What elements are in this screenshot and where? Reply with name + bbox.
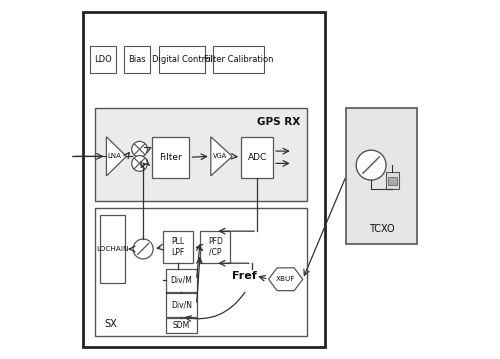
Circle shape bbox=[132, 141, 148, 157]
Polygon shape bbox=[268, 268, 302, 291]
Circle shape bbox=[133, 239, 153, 259]
Bar bbox=[90, 46, 117, 73]
Text: PLL
LPF: PLL LPF bbox=[171, 238, 184, 257]
Bar bbox=[95, 208, 307, 336]
Bar bbox=[152, 137, 190, 178]
Bar bbox=[200, 231, 230, 263]
Text: LDO: LDO bbox=[94, 55, 112, 64]
Text: Digital Control: Digital Control bbox=[152, 55, 212, 64]
Polygon shape bbox=[106, 137, 126, 176]
Text: Div/M: Div/M bbox=[170, 276, 192, 285]
Text: SX: SX bbox=[104, 319, 117, 329]
Bar bbox=[212, 46, 264, 73]
Text: Bias: Bias bbox=[128, 55, 146, 64]
Circle shape bbox=[132, 156, 148, 171]
Text: Fref: Fref bbox=[232, 271, 257, 281]
Bar bbox=[386, 172, 398, 190]
Bar bbox=[124, 46, 150, 73]
Bar bbox=[241, 137, 273, 178]
Text: SDM: SDM bbox=[173, 321, 190, 330]
Text: ADC: ADC bbox=[248, 153, 266, 162]
Polygon shape bbox=[211, 137, 232, 176]
Bar bbox=[388, 177, 397, 185]
Text: LOCHAIN: LOCHAIN bbox=[96, 246, 129, 252]
Bar bbox=[82, 12, 325, 347]
Bar bbox=[166, 294, 196, 317]
Text: GPS RX: GPS RX bbox=[256, 117, 300, 127]
Text: VGA: VGA bbox=[214, 153, 228, 159]
Text: TCXO: TCXO bbox=[369, 224, 394, 234]
Text: Filter Calibration: Filter Calibration bbox=[204, 55, 273, 64]
Bar bbox=[159, 46, 206, 73]
Text: Div/N: Div/N bbox=[171, 300, 192, 309]
Text: Filter: Filter bbox=[160, 153, 182, 162]
Text: PFD
/CP: PFD /CP bbox=[208, 238, 222, 257]
Text: LNA: LNA bbox=[108, 153, 122, 159]
Bar bbox=[95, 108, 307, 201]
Bar bbox=[166, 269, 196, 292]
Bar bbox=[162, 231, 193, 263]
Bar bbox=[346, 108, 418, 244]
Circle shape bbox=[356, 150, 386, 180]
Bar bbox=[100, 215, 126, 283]
Bar bbox=[166, 318, 196, 333]
Text: XBUF: XBUF bbox=[276, 276, 295, 282]
